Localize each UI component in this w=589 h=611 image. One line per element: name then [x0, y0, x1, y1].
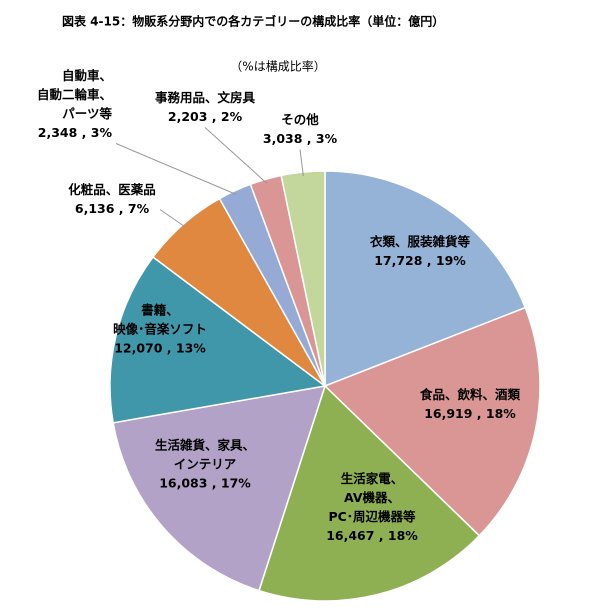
value-label: 2,203 , 2%: [168, 109, 243, 124]
leader-line: [299, 149, 304, 177]
chart-title: 図表 4-15：物販系分野内での各カテゴリーの構成比率（単位：億円）: [62, 14, 444, 29]
category-label: 自動二輪車、: [37, 87, 112, 102]
category-label: パーツ等: [62, 106, 112, 121]
category-label: PC･周辺機器等: [328, 509, 416, 524]
value-label: 16,467 , 18%: [326, 528, 418, 543]
category-label: 生活家電、: [341, 471, 404, 486]
category-label: その他: [281, 112, 319, 127]
slice-label: 生活雑貨、家具、インテリア 16,083 , 17%: [155, 438, 255, 491]
slice-label: 書籍、映像･音楽ソフト 12,070 , 13%: [113, 303, 207, 356]
category-label: 自動車、: [62, 68, 112, 83]
leader-line: [204, 127, 268, 184]
pie-slice: [324, 170, 527, 388]
category-label: 書籍、: [141, 303, 179, 318]
category-label: 化粧品、医薬品: [68, 182, 156, 197]
category-label: 生活雑貨、家具、: [155, 438, 255, 453]
slice-label: 生活家電、 AV機器、 PC･周辺機器等 16,467 , 18%: [326, 471, 418, 543]
category-label: インテリア: [174, 457, 237, 472]
slice-label: 事務用品、文房具 2,203 , 2%: [155, 90, 256, 124]
pie-slice: [323, 306, 541, 537]
leader-line: [115, 143, 237, 195]
category-label: 事務用品、文房具: [155, 90, 256, 105]
value-label: 2,348 , 3%: [38, 125, 113, 140]
category-label: 食品、飲料、酒類: [419, 387, 521, 402]
value-label: 6,136 , 7%: [75, 201, 150, 216]
value-label: 16,083 , 17%: [159, 476, 251, 491]
pie-slice: [258, 384, 481, 602]
pie-slice: [112, 385, 327, 592]
value-label: 3,038 , 3%: [263, 131, 338, 146]
slice-label: 化粧品、医薬品 6,136 , 7%: [68, 182, 156, 216]
pie-slice: [109, 255, 327, 424]
category-label: AV機器、: [344, 490, 400, 505]
slice-label: 自動車、自動二輪車、パーツ等 2,348 , 3%: [37, 68, 113, 140]
category-label: 衣類、服装雑貨等: [370, 234, 471, 249]
slice-label: 衣類、服装雑貨等 17,728 , 19%: [370, 234, 471, 268]
slice-label: 食品、飲料、酒類 16,919 , 18%: [419, 387, 521, 421]
value-label: 17,728 , 19%: [374, 253, 466, 268]
category-label: 映像･音楽ソフト: [113, 322, 207, 337]
value-label: 16,919 , 18%: [424, 406, 516, 421]
chart-subtitle: （%は構成比率）: [230, 59, 325, 74]
value-label: 12,070 , 13%: [114, 341, 206, 356]
slice-label: その他 3,038 , 3%: [263, 112, 338, 146]
leader-line: [159, 209, 187, 228]
